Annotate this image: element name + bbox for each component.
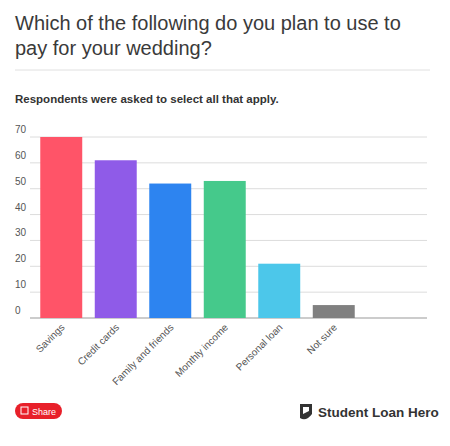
subtitle: Respondents were asked to select all tha… <box>15 93 279 105</box>
grid-line <box>30 162 427 163</box>
x-tick-label: Credit cards <box>75 322 121 368</box>
y-tick-label: 10 <box>15 279 27 290</box>
bar <box>313 305 355 318</box>
share-icon <box>21 407 28 414</box>
x-tick-label: Family and friends <box>110 322 176 388</box>
x-tick-label: Monthly income <box>173 321 231 379</box>
x-tick-label: Savings <box>34 322 67 355</box>
y-tick-label: 0 <box>15 305 21 316</box>
y-tick-label: 70 <box>15 124 27 135</box>
brand-icon-inner <box>303 407 309 414</box>
bar <box>258 264 300 318</box>
chart-root: Which of the following do you plan to us… <box>0 0 450 446</box>
share-bg <box>15 403 62 419</box>
brand-text: Student Loan Hero <box>318 405 439 420</box>
share-text: Share <box>32 407 56 417</box>
bar <box>40 137 82 318</box>
y-tick-label: 60 <box>15 150 27 161</box>
bar <box>149 184 191 318</box>
y-tick-label: 50 <box>15 176 27 187</box>
bars <box>40 137 354 318</box>
bar <box>204 181 246 318</box>
chart-svg: Which of the following do you plan to us… <box>0 0 450 446</box>
title-line: pay for your wedding? <box>15 37 212 59</box>
share-button[interactable]: Share <box>15 403 62 419</box>
y-tick-label: 40 <box>15 202 27 213</box>
y-tick-label: 20 <box>15 253 27 264</box>
separator <box>15 70 430 71</box>
grid-line <box>30 137 427 138</box>
x-tick-label: Personal loan <box>234 322 285 373</box>
brand-icon <box>300 404 312 419</box>
title: Which of the following do you plan to us… <box>15 12 401 59</box>
y-tick-label: 30 <box>15 227 27 238</box>
x-tick-label: Not sure <box>305 321 340 356</box>
title-line: Which of the following do you plan to us… <box>15 12 401 34</box>
bar <box>95 160 137 318</box>
